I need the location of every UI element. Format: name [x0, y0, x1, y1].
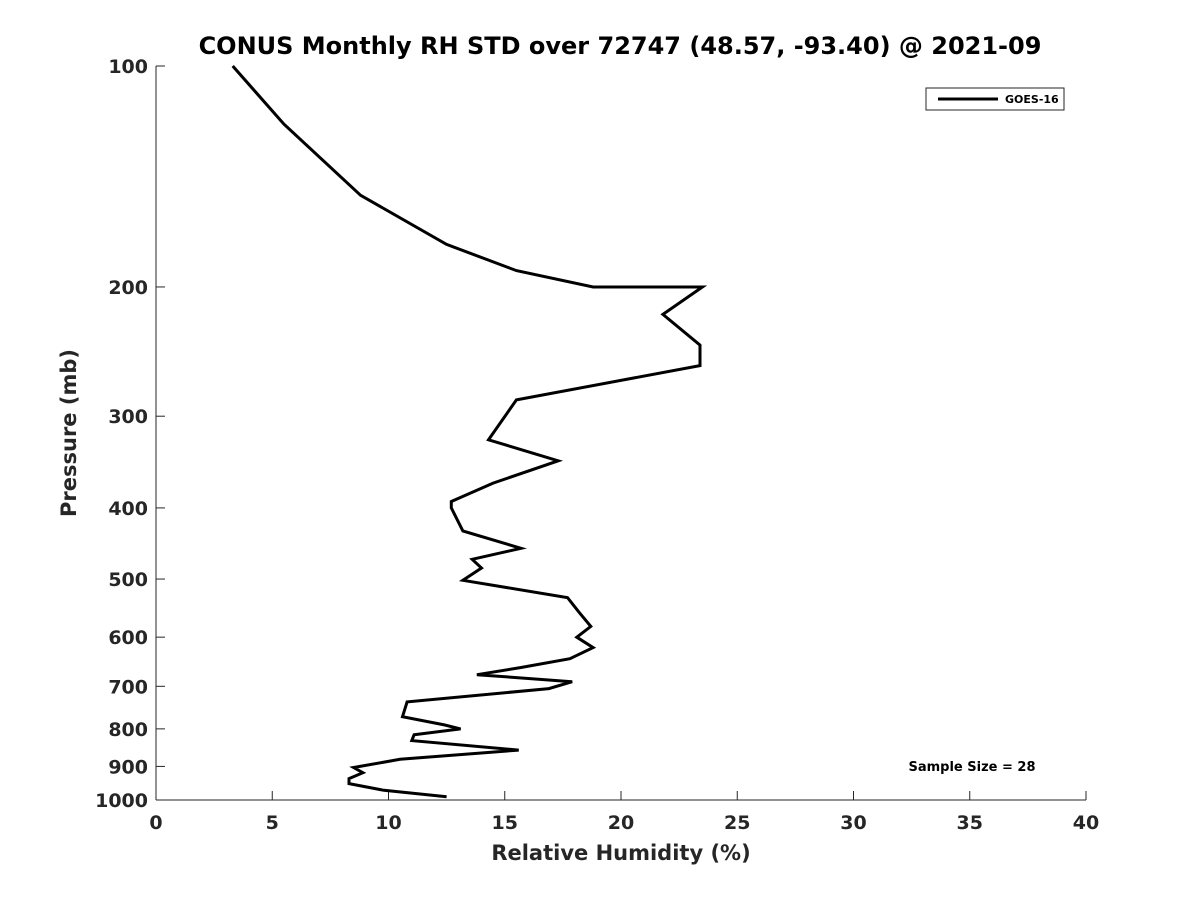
x-tick-label: 5 [266, 812, 279, 834]
x-tick-label: 25 [724, 812, 750, 834]
plot-area [155, 66, 1086, 801]
series-layer [231, 65, 708, 799]
y-tick-label: 300 [108, 406, 148, 428]
x-tick-label: 40 [1073, 812, 1099, 834]
x-tick-label: 10 [375, 812, 401, 834]
y-tick-label: 800 [108, 719, 148, 741]
x-ticks: 0 5 10 15 20 25 30 35 40 [149, 791, 1099, 834]
x-axis-label: Relative Humidity (%) [491, 841, 750, 865]
y-ticks: 100 200 300 400 500 600 700 800 900 1000 [95, 56, 165, 812]
y-tick-label: 500 [108, 569, 148, 591]
y-tick-label: 1000 [95, 790, 148, 812]
x-tick-label: 15 [492, 812, 518, 834]
x-tick-label: 35 [957, 812, 983, 834]
series-line-goes-16 [231, 65, 708, 799]
chart-title: CONUS Monthly RH STD over 72747 (48.57, … [199, 32, 1042, 60]
x-tick-label: 30 [840, 812, 866, 834]
y-tick-label: 100 [108, 56, 148, 78]
y-tick-label: 600 [108, 627, 148, 649]
y-axis-label: Pressure (mb) [57, 349, 81, 517]
x-tick-label: 20 [608, 812, 634, 834]
x-tick-label: 0 [149, 812, 162, 834]
y-tick-label: 900 [108, 756, 148, 778]
y-tick-label: 200 [108, 277, 148, 299]
y-tick-label: 700 [108, 676, 148, 698]
y-tick-label: 400 [108, 498, 148, 520]
legend: GOES-16 [925, 87, 1065, 111]
sample-size-annotation: Sample Size = 28 [908, 760, 1035, 775]
legend-label-goes-16: GOES-16 [1005, 93, 1059, 106]
